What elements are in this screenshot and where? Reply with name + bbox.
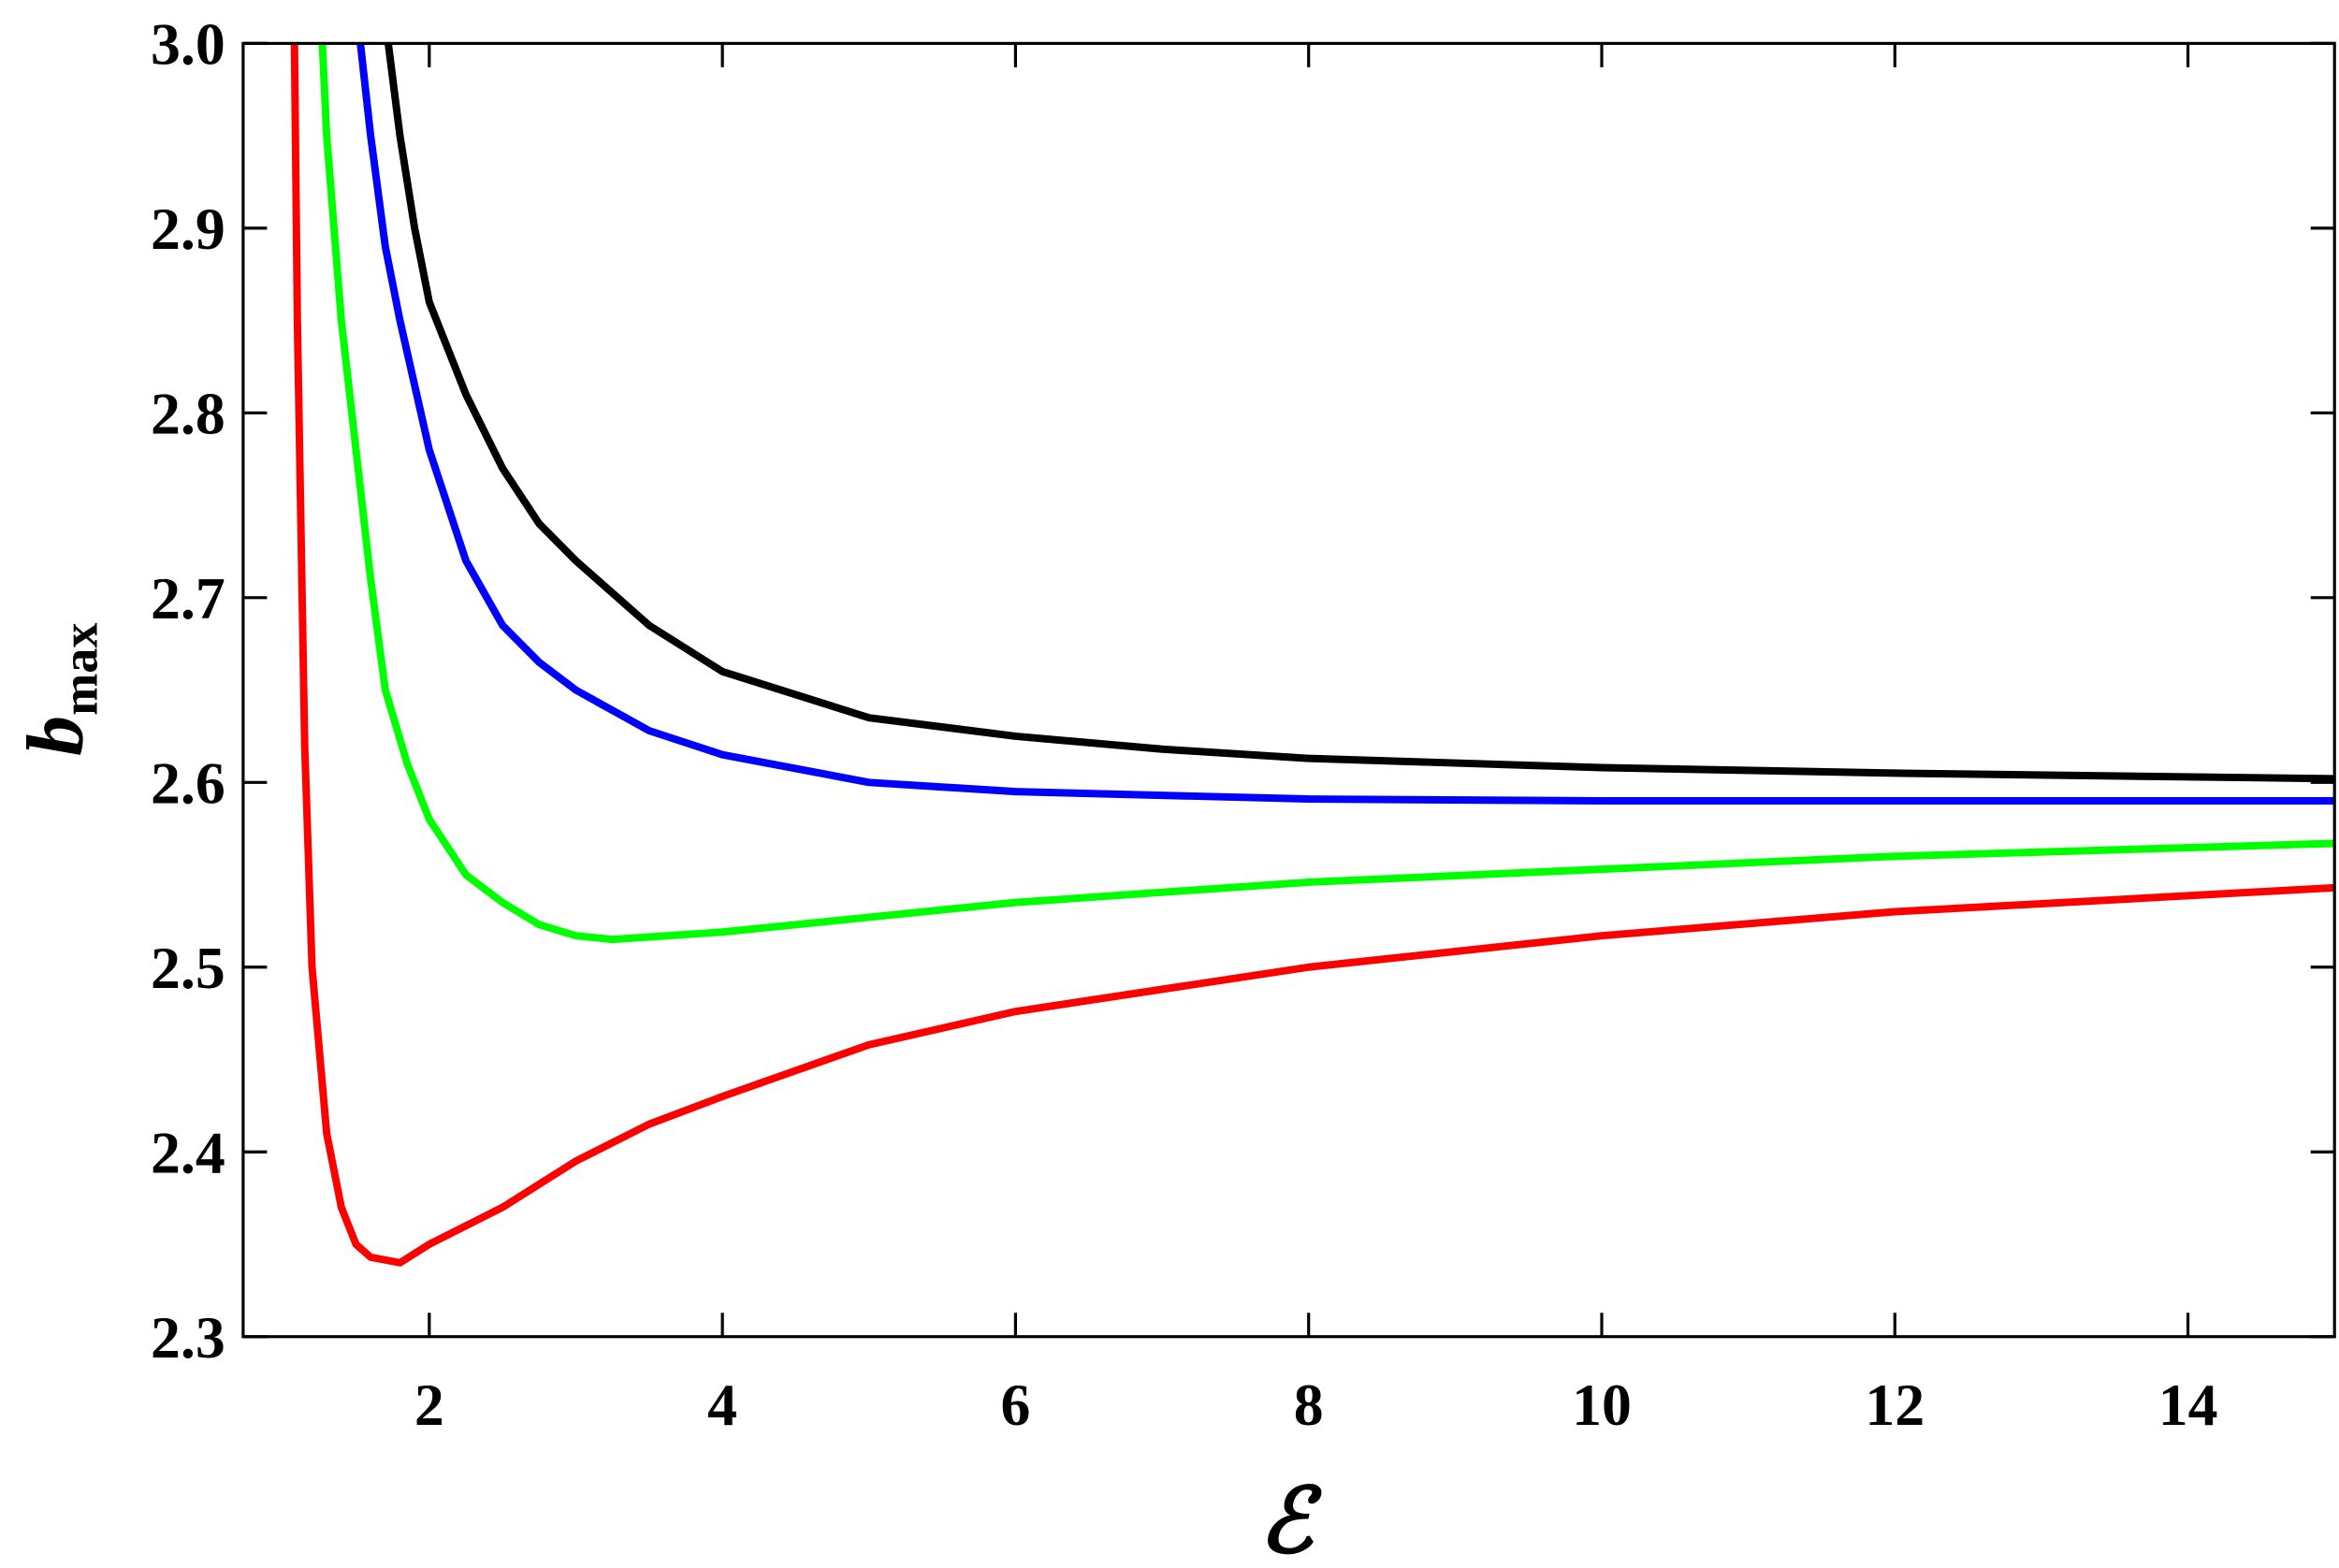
series-line [356,43,2335,806]
x-tick-label: 10 [1572,1372,1632,1438]
y-axis-label-sub: max [52,623,109,716]
y-axis-label-main: b [10,716,100,756]
y-tick-label: 2.3 [151,1304,225,1371]
y-axis-label: bmax [10,623,109,756]
x-tick-label: 12 [1865,1372,1925,1438]
y-tick-label: 2.4 [151,1120,225,1186]
series-line [385,43,2335,783]
y-tick-label: 2.6 [151,750,225,817]
plot-frame [241,41,2336,1339]
series-line [290,43,2335,1267]
x-tick-label: 4 [707,1372,737,1438]
x-tick-label: 8 [1294,1372,1324,1438]
y-tick-label: 2.7 [151,565,225,632]
y-tick-label: 3.0 [151,11,225,78]
y-tick-label: 2.8 [151,381,225,447]
y-tick-label: 2.5 [151,935,225,1001]
x-tick-label: 14 [2158,1372,2218,1438]
x-axis-label: ℰ [1258,1472,1322,1568]
series-line [318,43,2335,944]
x-tick-label: 2 [414,1372,444,1438]
y-tick-label: 2.9 [151,196,225,262]
x-tick-label: 6 [1000,1372,1030,1438]
